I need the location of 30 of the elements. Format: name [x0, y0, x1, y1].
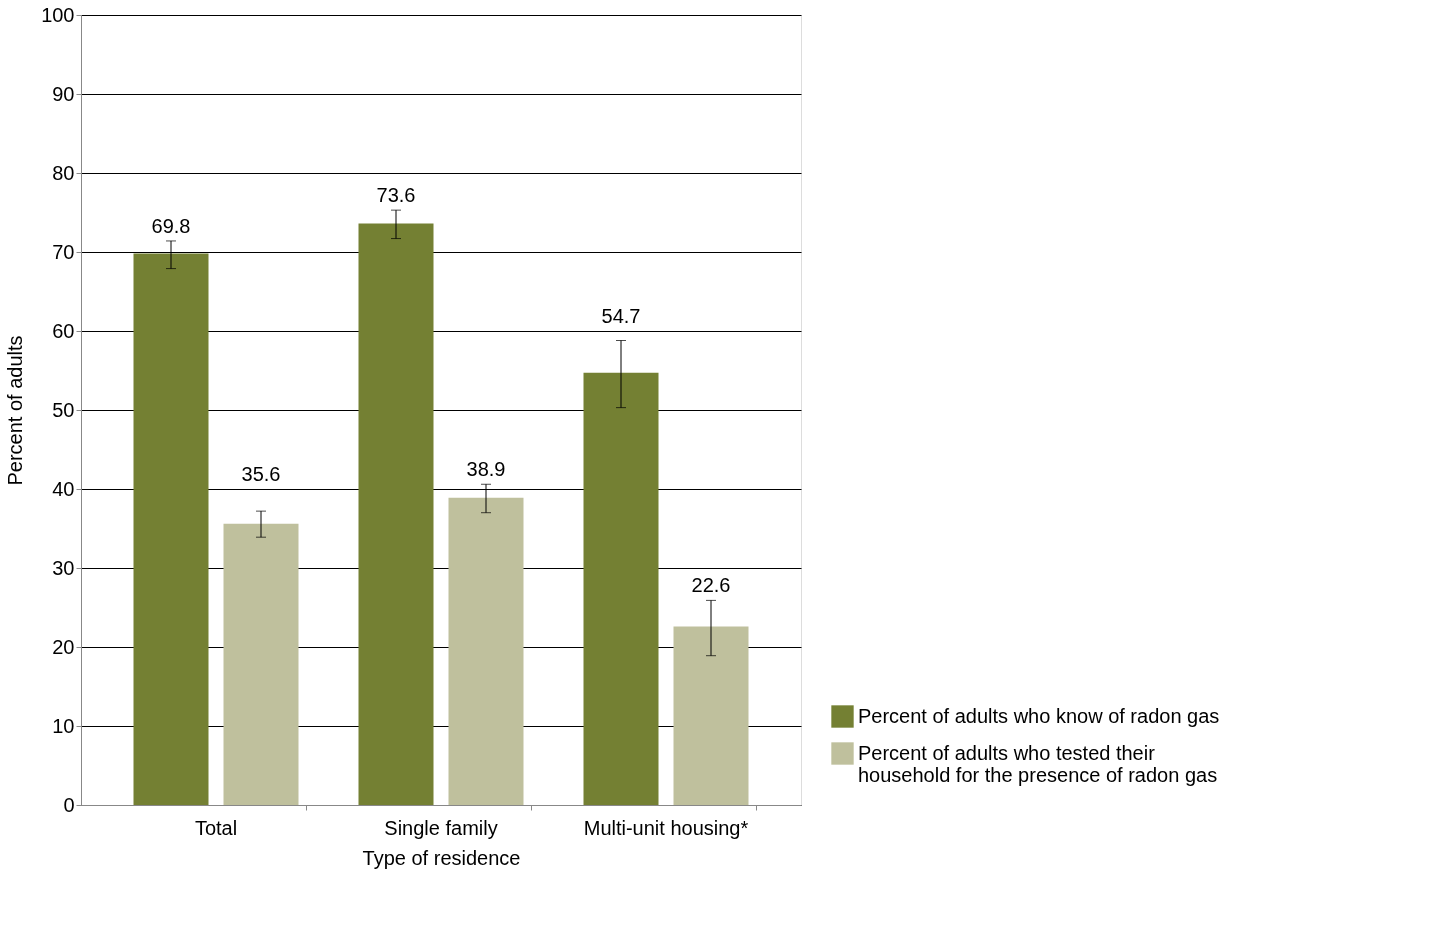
y-tick-label: 80	[52, 161, 75, 184]
data-label: 35.6	[241, 463, 281, 485]
x-tick-label: Single family	[384, 816, 498, 839]
data-label: 38.9	[466, 458, 506, 481]
bar	[583, 372, 659, 805]
y-tick-label: 10	[52, 714, 75, 737]
data-label: 22.6	[691, 574, 731, 597]
bar	[133, 253, 209, 805]
data-label: 69.8	[151, 214, 191, 237]
y-tick-label: 40	[52, 477, 75, 500]
y-tick-label: 20	[52, 635, 75, 658]
x-axis-title: Type of residence	[362, 846, 521, 869]
y-tick-label: 90	[52, 82, 75, 105]
bar	[223, 523, 299, 805]
data-label: 73.6	[376, 184, 416, 207]
x-tick-label: Multi-unit housing*	[583, 816, 749, 839]
bar	[358, 223, 434, 805]
x-tick-label: Total	[194, 816, 238, 839]
y-axis-title: Percent of adults	[4, 335, 27, 486]
legend-label: Percent of adults who know of radon gas	[858, 704, 1220, 727]
y-tick-label: 30	[52, 556, 75, 579]
y-tick-label: 60	[52, 319, 75, 342]
bar	[448, 497, 524, 805]
data-label: 54.7	[601, 305, 641, 327]
y-tick-label: 50	[52, 398, 75, 421]
legend-label: Percent of adults who tested their household for the presence of radon gas	[858, 741, 1218, 786]
y-tick-label: 100	[41, 3, 75, 26]
y-tick-label: 70	[52, 240, 75, 263]
y-tick-label: 0	[63, 793, 75, 816]
bar	[673, 626, 749, 805]
